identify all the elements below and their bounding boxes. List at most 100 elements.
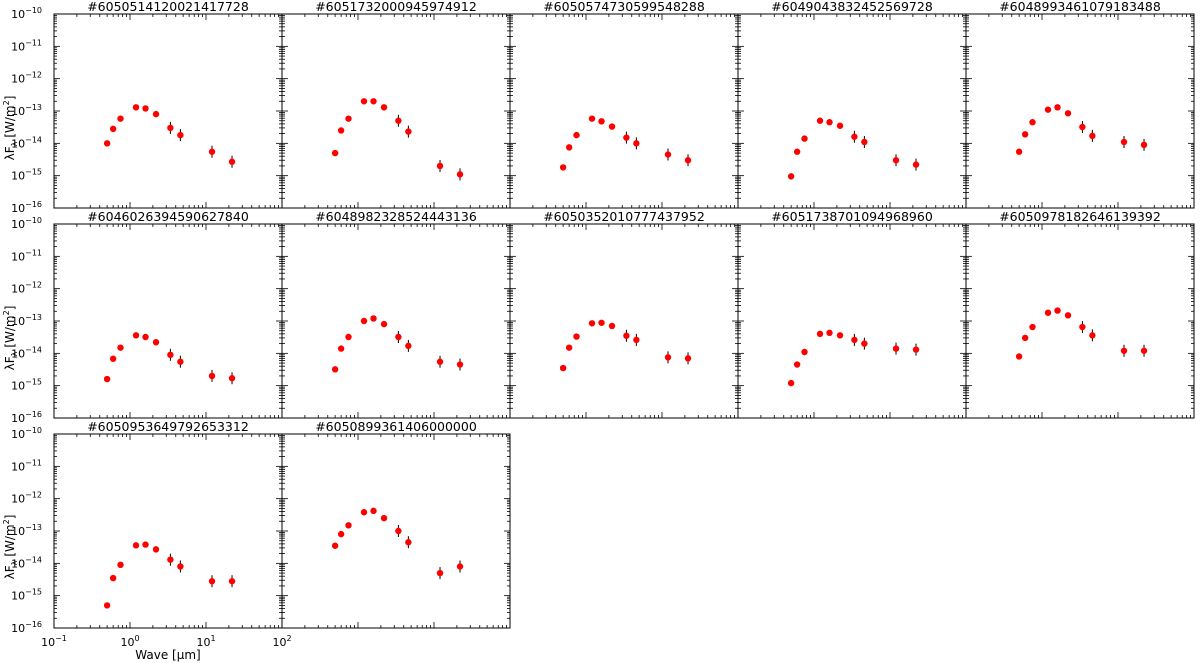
panel-ticks <box>509 13 739 209</box>
panel-title: #6048993461079183488 <box>999 0 1161 14</box>
panel-frame <box>965 13 1195 209</box>
panel-frame <box>53 223 283 419</box>
data-point <box>1089 332 1096 339</box>
panel-ticks <box>965 223 1195 419</box>
data-point <box>380 320 388 328</box>
data-point <box>167 124 174 132</box>
data-point <box>1120 347 1128 354</box>
data-point <box>912 161 920 168</box>
data-point <box>565 144 573 151</box>
data-point <box>892 157 900 164</box>
data-point <box>360 317 368 325</box>
sed-panel: #6048993461079183488 <box>965 0 1195 209</box>
data-point <box>573 131 580 139</box>
data-point <box>405 539 412 546</box>
y-tick-label: 10−10 <box>11 426 42 441</box>
y-tick-labels-row-3: 10−10 10−11 10−12 10−13 10−14 10−15 10−1… <box>11 426 42 635</box>
panel-title: #6050899361406000000 <box>315 419 477 434</box>
data-point <box>456 361 464 368</box>
data-point <box>565 344 573 351</box>
data-point <box>801 348 808 356</box>
data-point <box>684 157 692 164</box>
sed-panel: #6050899361406000000 <box>281 419 511 629</box>
data-point <box>1064 110 1072 117</box>
data-point <box>360 509 368 516</box>
data-point <box>109 125 117 133</box>
y-tick-label: 10−12 <box>11 71 42 86</box>
panel-title: #6050514120021417728 <box>87 0 249 14</box>
panel-ticks <box>509 223 739 419</box>
data-point <box>103 140 111 147</box>
data-point <box>436 569 444 577</box>
data-point <box>826 329 833 337</box>
data-point <box>573 333 580 340</box>
panel-frame <box>281 13 511 209</box>
data-point <box>684 355 692 362</box>
data-point <box>836 122 844 129</box>
data-point <box>132 332 140 339</box>
data-point <box>559 164 567 171</box>
x-tick-label: 101 <box>196 634 215 649</box>
data-point <box>801 135 808 142</box>
data-point <box>405 342 412 350</box>
data-point <box>208 372 216 380</box>
data-point <box>117 115 124 122</box>
y-tick-label: 10−11 <box>11 458 42 473</box>
data-point <box>1079 323 1086 331</box>
data-point <box>664 354 672 361</box>
data-point <box>608 322 616 330</box>
data-point <box>1054 104 1061 111</box>
panel-ticks <box>737 223 967 419</box>
data-point <box>345 522 352 529</box>
data-point <box>177 563 184 570</box>
data-point <box>1021 334 1029 342</box>
data-point <box>103 602 111 609</box>
data-point <box>892 345 900 352</box>
data-point <box>117 344 124 351</box>
data-point <box>109 574 117 582</box>
data-point <box>167 351 174 359</box>
data-point <box>861 340 868 347</box>
data-point <box>360 98 368 105</box>
y-tick-labels-row-2: 10−10 10−11 10−12 10−13 10−14 10−15 10−1… <box>11 216 42 425</box>
data-point <box>456 563 464 570</box>
data-point <box>370 315 377 322</box>
panel-title: #6049043832452569728 <box>771 0 933 14</box>
panel-title: #6050953649792653312 <box>87 419 249 434</box>
data-point <box>117 561 124 569</box>
data-point <box>1044 106 1052 113</box>
y-tick-label: 10−11 <box>11 38 42 53</box>
sed-panel: #6049043832452569728 <box>737 0 967 209</box>
panel-frame <box>737 223 967 419</box>
panel-title: #6051732000945974912 <box>315 0 477 14</box>
data-point <box>633 140 640 147</box>
panel-frame <box>965 223 1195 419</box>
y-tick-label: 10−11 <box>11 248 42 263</box>
y-tick-label: 10−13 <box>11 523 42 538</box>
panels: #6050514120021417728 #6051732000945974912… <box>53 0 1195 629</box>
data-point <box>598 118 605 125</box>
svg-text:λFλ[W/m2]: λFλ[W/m2] <box>2 515 19 580</box>
panel-frame <box>53 13 283 209</box>
data-point <box>1140 347 1148 354</box>
data-point <box>337 530 345 538</box>
data-point <box>177 131 184 139</box>
sed-panel: #6050352010777437952 <box>509 209 739 419</box>
sed-panel: #6051732000945974912 <box>281 0 511 209</box>
data-point <box>1015 148 1023 155</box>
data-point <box>1054 307 1061 314</box>
svg-text:λFλ[W/m2]: λFλ[W/m2] <box>2 96 19 161</box>
data-point <box>1029 323 1036 331</box>
data-point <box>103 375 111 383</box>
data-point <box>337 345 345 352</box>
data-point <box>912 346 920 353</box>
data-point <box>1015 353 1023 360</box>
data-point <box>142 333 149 341</box>
data-point <box>1120 138 1128 146</box>
data-point <box>1029 119 1036 126</box>
data-point <box>826 119 833 126</box>
data-point <box>623 332 630 339</box>
data-point <box>851 133 858 140</box>
data-point <box>664 151 672 158</box>
